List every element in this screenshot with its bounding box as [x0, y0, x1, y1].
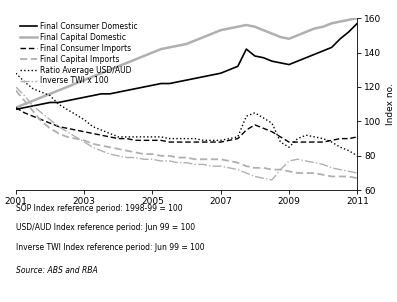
Y-axis label: Index no.: Index no. [385, 83, 395, 125]
Text: Source: ABS and RBA: Source: ABS and RBA [16, 266, 98, 275]
Text: USD/AUD Index reference period: Jun 99 = 100: USD/AUD Index reference period: Jun 99 =… [16, 223, 195, 233]
Text: SOP Index reference period: 1998-99 = 100: SOP Index reference period: 1998-99 = 10… [16, 204, 183, 213]
Text: Inverse TWI Index reference period: Jun 99 = 100: Inverse TWI Index reference period: Jun … [16, 243, 204, 252]
Legend: Final Consumer Domestic, Final Capital Domestic, Final Consumer Imports, Final C: Final Consumer Domestic, Final Capital D… [20, 22, 137, 85]
